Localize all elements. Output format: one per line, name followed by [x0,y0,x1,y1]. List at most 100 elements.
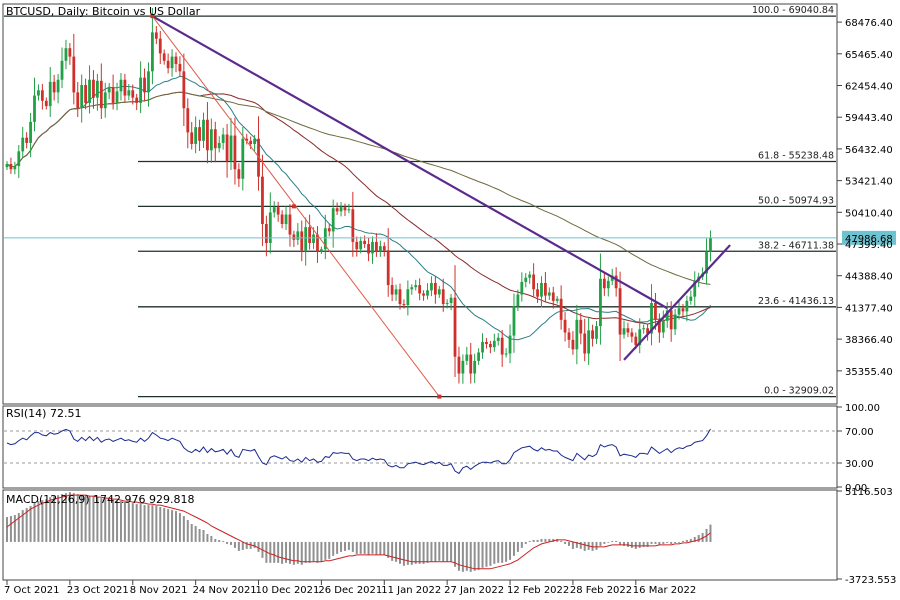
macd-histogram-bar [693,536,696,542]
macd-signal-line [6,494,711,570]
price-axis-label: 59443.40 [845,113,893,124]
macd-histogram-bar [194,526,197,542]
candle-body [95,80,99,98]
candle-body [25,137,29,143]
macd-histogram-bar [76,494,79,542]
macd-histogram-bar [108,499,111,542]
candle-body [237,169,241,179]
candle-body [241,138,245,179]
macd-histogram-bar [509,541,512,560]
macd-histogram-bar [375,541,378,555]
date-axis-label: 27 Jan 2022 [444,585,504,596]
candle-body [29,121,32,143]
macd-histogram-bar [481,541,484,568]
price-axis-label: 38366.40 [845,335,893,346]
date-axis-label: 8 Nov 2021 [130,585,188,596]
macd-histogram-bar [599,541,602,546]
candle-body [414,285,418,288]
candle-body [496,337,500,341]
macd-histogram-bar [414,541,417,564]
macd-histogram-bar [288,541,291,564]
macd-histogram-bar [21,510,24,542]
fib-level-label: 38.2 - 46711.38 [758,240,834,251]
macd-histogram-bar [646,541,649,547]
candle-body [139,77,143,103]
candle-body [60,60,64,80]
candle-body [445,302,449,305]
candle-body [158,38,162,54]
descending-trendline[interactable] [151,15,668,310]
candle-body [174,56,178,64]
candle-body [131,90,135,98]
candle-body [665,310,669,321]
macd-histogram-bar [399,541,401,564]
macd-histogram-bar [155,506,158,542]
macd-histogram-bar [603,541,606,544]
candle-body [599,278,602,327]
candle-body [221,134,225,143]
date-axis-label: 10 Dec 2021 [256,585,320,596]
macd-histogram-bar [151,505,154,542]
candle-body [465,354,469,361]
candle-body [650,302,653,334]
candle-body [245,138,249,141]
macd-histogram-bar [363,541,366,554]
macd-histogram-bar [171,510,174,542]
candle-body [634,336,638,346]
rsi-axis-label: 0.00 [845,483,867,494]
price-axis-label: 62454.40 [845,82,893,93]
macd-histogram-bar [410,541,413,565]
chart-title: BTCUSD, Daily: Bitcoin vs US Dollar [6,5,201,18]
macd-histogram-bar [218,539,221,542]
macd-histogram-bar [210,535,213,542]
candle-body [673,314,677,330]
candle-body [194,127,198,144]
candle-body [253,138,256,144]
candle-body [351,209,355,242]
macd-histogram-bar [253,541,256,548]
candle-body [107,87,111,93]
candle-body [602,278,606,289]
candle-body [186,108,190,133]
macd-histogram-bar [206,533,209,542]
fib-anchor-point[interactable] [291,204,296,209]
macd-histogram-bar [469,541,472,572]
macd-histogram-bar [127,503,130,542]
candle-body [17,151,21,167]
macd-histogram-bar [454,541,457,567]
macd-histogram-bar [292,541,295,565]
candle-body [162,53,166,61]
macd-histogram-bar [571,541,574,549]
macd-histogram-bar [418,541,421,564]
macd-histogram-bar [654,541,657,544]
macd-histogram-bar [17,513,20,542]
macd-histogram-bar [96,497,99,542]
macd-histogram-bar [367,541,370,555]
candle-body [469,354,473,374]
fib-anchor-point[interactable] [150,14,155,19]
fib-anchor-point[interactable] [437,394,442,399]
candle-body [37,90,40,96]
candle-body [308,227,312,243]
candle-body [622,328,626,335]
macd-histogram-bar [689,538,692,542]
candle-body [693,280,697,297]
macd-title: MACD(12,26,9) 1742.976 929.818 [6,493,195,506]
candle-body [339,207,343,212]
candle-body [52,81,56,93]
macd-histogram-bar [123,502,126,542]
macd-histogram-bar [434,541,437,562]
candle-body [390,285,394,295]
date-axis-label: 7 Oct 2021 [4,585,59,596]
macd-histogram-bar [638,541,641,548]
macd-histogram-bar [340,541,343,552]
ascending-trendline[interactable] [623,244,731,361]
fib-level-label: 61.8 - 55238.48 [758,150,834,161]
macd-histogram-bar [33,503,36,542]
macd-histogram-bar [214,538,217,542]
price-axis-label: 56432.40 [845,145,893,156]
rsi-axis-label: 70.00 [845,427,874,438]
macd-histogram-bar [167,509,170,542]
candle-body [563,319,567,333]
